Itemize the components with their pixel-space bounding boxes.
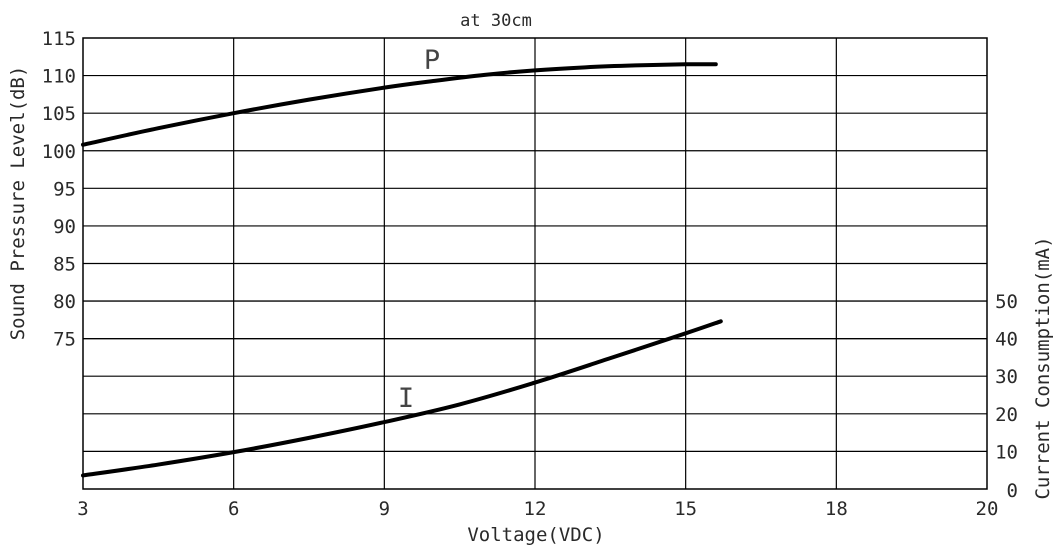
y-axis-right-title: Current Consumption(mA) (1032, 236, 1054, 499)
y-right-tick-label: 0 (1007, 480, 1018, 502)
y-left-tick-label: 85 (53, 254, 76, 276)
grid (83, 38, 987, 489)
y-left-tick-label: 90 (53, 216, 76, 238)
x-tick-label: 15 (674, 498, 697, 520)
series-layer: PI (81, 45, 723, 478)
chart-title: at 30cm (460, 11, 532, 31)
plot-frame (82, 37, 988, 490)
y-left-tick-label: 115 (42, 28, 76, 50)
y-left-tick-label: 75 (53, 329, 76, 351)
y-right-tick-label: 40 (995, 329, 1018, 351)
x-axis-title: Voltage(VDC) (467, 524, 604, 546)
y-left-tick-label: 95 (53, 178, 76, 200)
y-left-tick-label: 80 (53, 291, 76, 313)
x-tick-label: 3 (77, 498, 88, 520)
y-axis-left-title: Sound Pressure Level(dB) (7, 66, 29, 341)
y-right-tick-label: 50 (995, 291, 1018, 313)
series-label-i: I (398, 383, 414, 414)
y-right-tick-label: 30 (995, 366, 1018, 388)
right-axis-ticks: 50 40 30 20 10 0 (995, 291, 1018, 502)
series-label-p: P (424, 45, 440, 76)
x-tick-label: 9 (379, 498, 390, 520)
x-axis-ticks: 3 6 9 12 15 18 20 (77, 498, 998, 520)
y-left-tick-label: 110 (42, 66, 76, 88)
y-right-tick-label: 20 (995, 404, 1018, 426)
y-left-tick-label: 105 (42, 103, 76, 125)
left-axis-ticks: 115 110 105 100 95 90 85 80 75 (42, 28, 76, 351)
x-tick-label: 18 (825, 498, 848, 520)
x-tick-label: 6 (228, 498, 239, 520)
x-tick-label: 12 (524, 498, 547, 520)
y-left-tick-label: 100 (42, 141, 76, 163)
y-right-tick-label: 10 (995, 441, 1018, 463)
x-tick-label: 20 (976, 498, 999, 520)
series-line-p (81, 62, 718, 147)
series-line-i (81, 319, 723, 478)
